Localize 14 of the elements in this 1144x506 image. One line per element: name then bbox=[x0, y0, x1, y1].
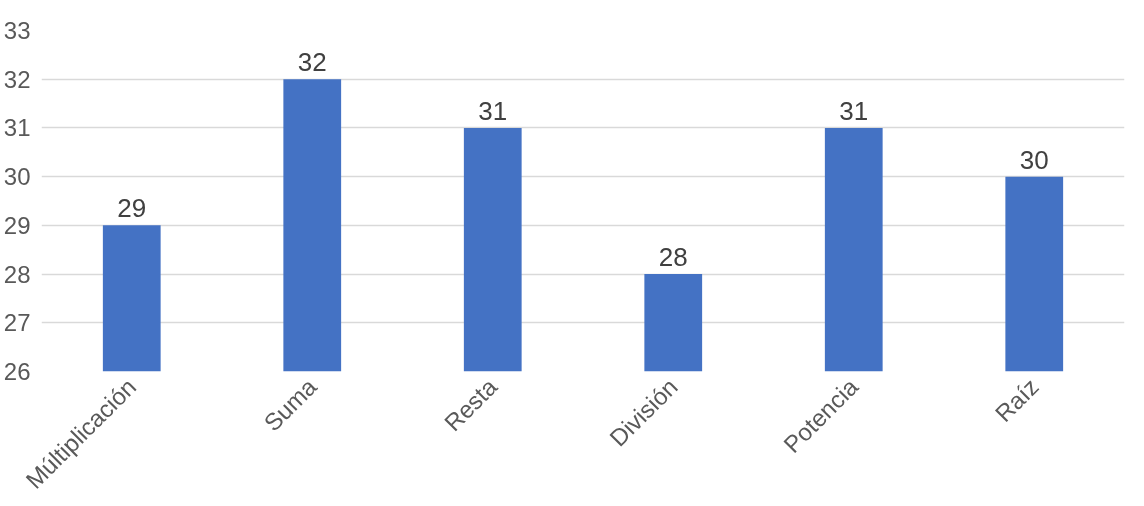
y-tick-label: 32 bbox=[3, 65, 31, 93]
data-label: 28 bbox=[658, 242, 688, 273]
data-label: 31 bbox=[478, 95, 508, 126]
y-tick-label: 31 bbox=[3, 114, 31, 142]
y-tick-label: 30 bbox=[3, 163, 31, 191]
y-tick-label: 27 bbox=[3, 309, 31, 337]
y-tick-label: 28 bbox=[3, 260, 31, 288]
y-tick-label: 26 bbox=[3, 358, 31, 385]
data-label: 30 bbox=[1019, 144, 1049, 175]
data-label: 31 bbox=[839, 95, 869, 126]
data-label: 32 bbox=[297, 47, 327, 78]
y-tick-label: 29 bbox=[3, 211, 31, 239]
data-label: 29 bbox=[117, 193, 147, 224]
y-tick-label: 33 bbox=[3, 17, 31, 44]
